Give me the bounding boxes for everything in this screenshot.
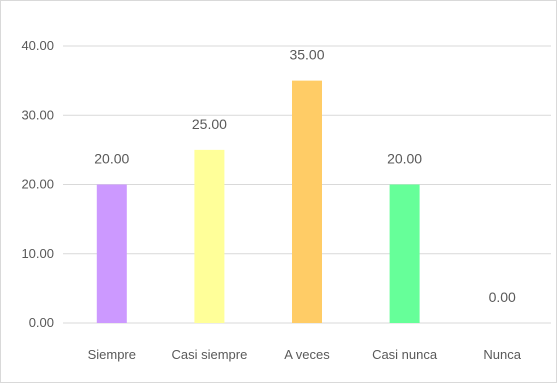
y-tick-label: 40.00 <box>21 38 54 53</box>
data-label: 20.00 <box>94 151 129 167</box>
bar <box>389 184 420 323</box>
bar <box>292 80 322 323</box>
category-label: Siempre <box>88 347 136 362</box>
category-label: Nunca <box>483 347 521 362</box>
category-label: A veces <box>284 347 330 362</box>
data-label: 25.00 <box>192 116 227 132</box>
y-axis-tick-labels: 0.00 10.00 20.00 30.00 40.00 <box>21 38 54 330</box>
category-label: Casi siempre <box>171 347 247 362</box>
y-tick-label: 10.00 <box>21 246 54 261</box>
bar <box>194 149 225 323</box>
category-label: Casi nunca <box>372 347 438 362</box>
bars <box>96 80 420 323</box>
data-label: 35.00 <box>289 47 324 63</box>
x-axis-category-labels: Siempre Casi siempre A veces Casi nunca Nunc… <box>88 347 522 362</box>
y-tick-label: 20.00 <box>21 177 54 192</box>
y-tick-label: 0.00 <box>29 315 54 330</box>
bar <box>96 184 127 323</box>
y-tick-label: 30.00 <box>21 107 54 122</box>
data-label: 0.00 <box>489 289 516 305</box>
data-labels: 20.00 25.00 35.00 20.00 0.00 <box>94 47 516 305</box>
data-label: 20.00 <box>387 151 422 167</box>
